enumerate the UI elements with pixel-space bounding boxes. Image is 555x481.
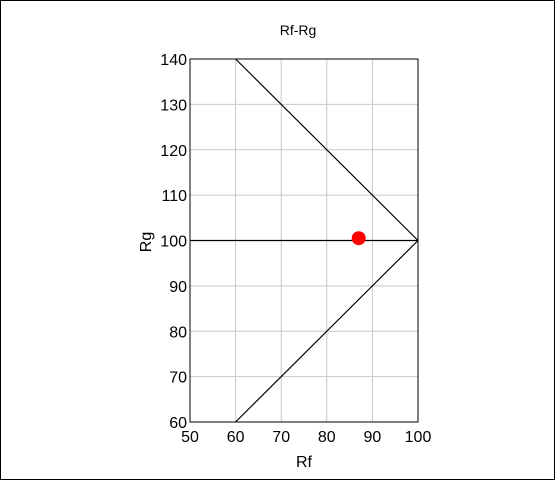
chart-title: Rf-Rg xyxy=(280,22,317,38)
y-tick-label: 130 xyxy=(160,97,187,114)
x-tick-label: 100 xyxy=(405,429,432,446)
y-tick-label: 110 xyxy=(161,188,187,205)
plot-area xyxy=(189,58,419,423)
y-tick-label: 60 xyxy=(169,415,187,432)
x-tick-label: 60 xyxy=(227,429,245,446)
x-tick-label: 80 xyxy=(318,429,336,446)
reference-lines xyxy=(190,58,419,423)
x-axis-label: Rf xyxy=(296,454,313,471)
y-tick-label: 70 xyxy=(169,370,187,387)
reference-line xyxy=(235,240,419,423)
reference-line xyxy=(235,58,419,241)
x-tick-label: 50 xyxy=(181,429,199,446)
data-points xyxy=(351,231,366,246)
y-tick-label: 90 xyxy=(169,279,187,296)
x-tick-label: 70 xyxy=(272,429,290,446)
y-tick-label: 80 xyxy=(169,324,187,341)
x-tick-label: 90 xyxy=(364,429,382,446)
y-tick-label: 120 xyxy=(160,143,187,160)
y-tick-label: 100 xyxy=(160,234,187,251)
x-tick-labels: 50 60 70 80 90 100 xyxy=(181,429,431,446)
y-tick-label: 140 xyxy=(160,52,187,69)
y-tick-labels: 60 70 80 90 100 110 120 130 140 xyxy=(160,52,187,432)
data-point xyxy=(351,231,366,246)
y-axis-label: Rg xyxy=(138,232,155,252)
